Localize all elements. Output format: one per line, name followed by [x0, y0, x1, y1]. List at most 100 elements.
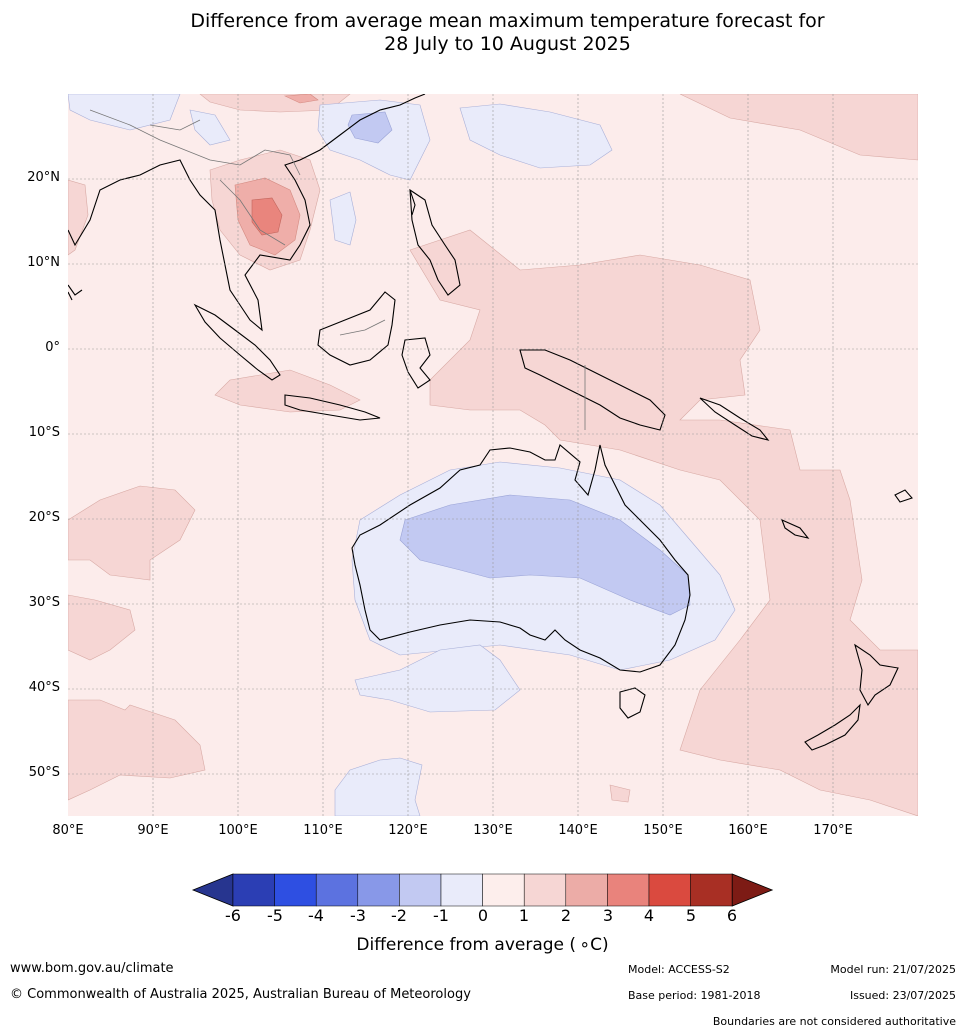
lat-label-10n: 10°N: [27, 255, 60, 270]
colorbar-tick: 3: [602, 906, 614, 925]
website-link[interactable]: www.bom.gov.au/climate: [10, 961, 174, 976]
north-cool-strip: [68, 94, 181, 131]
coastlines: [68, 94, 913, 751]
colorbar-tick: 1: [518, 906, 530, 925]
colorbar-label: Difference from average ( ∘C): [356, 935, 609, 955]
title-line-2: 28 July to 10 August 2025: [384, 33, 631, 55]
indian-ocean-west-warm: [68, 485, 196, 581]
sri-lanka-coast: [68, 291, 73, 301]
colorbar-tick: 0: [477, 906, 489, 925]
sumatra-coast: [193, 303, 281, 381]
southern-ocean-cool: [334, 757, 423, 816]
colorbar-tick: -3: [350, 906, 366, 925]
lat-label-40s: 40°S: [28, 680, 60, 695]
scs-small-cool: [329, 191, 357, 246]
sulawesi-coast: [401, 337, 431, 389]
pacific-north-cool: [459, 103, 613, 169]
mainland-asia-coast: [68, 94, 426, 332]
lon-label-90e: 90°E: [137, 823, 169, 838]
philippines-coast: [409, 188, 461, 296]
colorbar-segment: [315, 873, 359, 907]
new-zealand-north: [854, 643, 899, 707]
indochina-hottest: [251, 197, 283, 236]
lat-label-30s: 30°S: [28, 595, 60, 610]
colorbar-tick: 4: [643, 906, 655, 925]
gridlines: [68, 94, 918, 816]
anomaly-minus2-regions: [347, 111, 691, 616]
colorbar-tick: -4: [308, 906, 324, 925]
south-australia-cool: [354, 644, 521, 713]
solomon-coast: [699, 397, 770, 441]
colorbar-tick: -6: [225, 906, 241, 925]
borneo-coast: [317, 291, 396, 366]
colorbar-tick: 6: [726, 906, 738, 925]
model-run-text: Model run: 21/07/2025: [830, 963, 956, 976]
lon-label-170e: 170°E: [813, 823, 853, 838]
colorbar-segment: [357, 873, 400, 907]
indian-ocean-south-warm: [68, 594, 136, 661]
colorbar-tick: 5: [685, 906, 697, 925]
java-coast: [284, 394, 381, 421]
colorbar-segment: [274, 873, 317, 907]
colorbar-segment: [399, 873, 442, 907]
lat-label-50s: 50°S: [28, 765, 60, 780]
colorbar-segment: [482, 873, 525, 907]
colorbar-segment: [690, 873, 733, 907]
colorbar-tick: -5: [267, 906, 283, 925]
india-west-coast: [68, 284, 83, 296]
pacific-warm-band: [409, 229, 918, 816]
lon-label-130e: 130°E: [473, 823, 513, 838]
colorbar-segment: [648, 873, 691, 907]
colorbar-tick: -2: [391, 906, 407, 925]
tasmania-coast: [619, 687, 646, 719]
lon-label-160e: 160°E: [728, 823, 768, 838]
disclaimer-text: Boundaries are not considered authoritat…: [712, 1015, 956, 1028]
lat-label-20n: 20°N: [27, 170, 60, 185]
australia-cold-core: [399, 494, 691, 616]
new-caledonia-coast: [781, 518, 810, 539]
lon-label-110e: 110°E: [303, 823, 343, 838]
colorbar-segment: [440, 873, 483, 907]
asia-borders: [89, 109, 301, 246]
australia-coast: [351, 444, 691, 673]
lat-label-0: 0°: [45, 340, 60, 355]
borders: [89, 109, 586, 430]
colorbar-segment: [607, 873, 650, 907]
scs-cold-core: [347, 111, 393, 144]
lon-label-140e: 140°E: [558, 823, 598, 838]
lat-label-20s: 20°S: [28, 510, 60, 525]
pacific-north-warm: [679, 94, 918, 161]
lon-label-100e: 100°E: [218, 823, 258, 838]
anomaly-plus3-regions: [251, 197, 283, 236]
colorbar: [191, 873, 774, 907]
colorbar-extend-high: [731, 873, 774, 907]
colorbar-tick: 2: [560, 906, 572, 925]
borneo-border: [339, 319, 386, 336]
title-line-1: Difference from average mean maximum tem…: [190, 10, 825, 32]
colorbar-segment: [232, 873, 275, 907]
copyright-text: © Commonwealth of Australia 2025, Austra…: [10, 987, 471, 1002]
base-period-text: Base period: 1981-2018: [628, 989, 761, 1002]
lat-label-10s: 10°S: [28, 425, 60, 440]
colorbar-extend-low: [191, 873, 234, 907]
colorbar-segment: [565, 873, 608, 907]
colorbar-tick: -1: [433, 906, 449, 925]
india-warm: [68, 179, 89, 256]
lon-label-120e: 120°E: [388, 823, 428, 838]
new-guinea-coast: [519, 349, 666, 431]
fiji-coast: [894, 489, 913, 503]
north-cool-strip-2: [189, 109, 231, 146]
new-zealand-south: [804, 703, 861, 751]
issued-text: Issued: 23/07/2025: [849, 989, 956, 1002]
lon-label-150e: 150°E: [643, 823, 683, 838]
lon-label-80e: 80°E: [52, 823, 84, 838]
south-small-warm: [609, 784, 631, 803]
model-text: Model: ACCESS-S2: [628, 963, 730, 976]
anomaly-plus1-regions: [68, 94, 918, 816]
colorbar-segment: [523, 873, 567, 907]
taiwan-coast: [409, 189, 416, 216]
chart-title: Difference from average mean maximum tem…: [0, 10, 965, 56]
north-hot-patch: [283, 94, 319, 104]
southwest-warm: [68, 699, 206, 801]
